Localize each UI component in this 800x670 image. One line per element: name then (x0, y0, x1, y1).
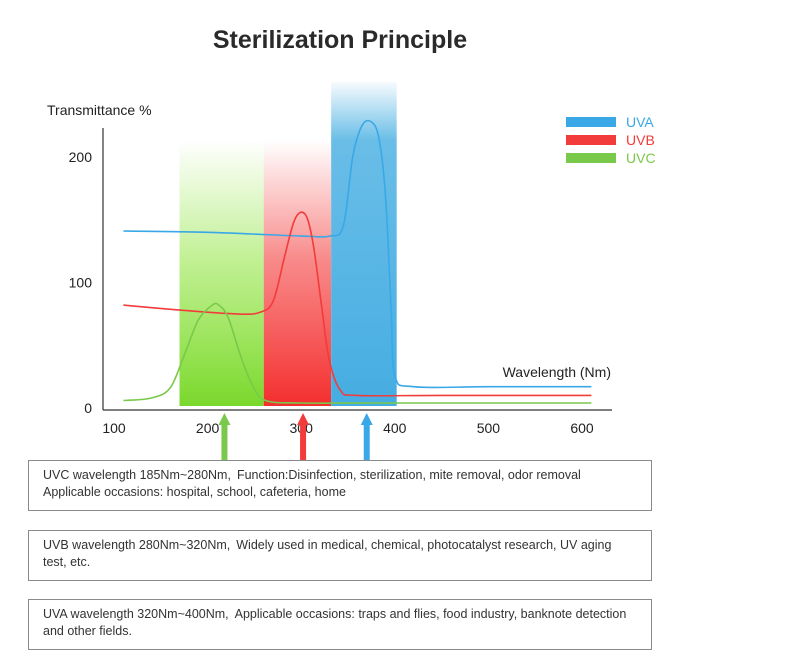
uvc-series-line (123, 302, 592, 404)
uvb-band (263, 140, 332, 406)
uva-legend-swatch (566, 117, 616, 127)
uva-detail-text: Applicable occasions: traps and flies, f… (43, 607, 627, 638)
y-tick-label-100: 100 (69, 275, 93, 291)
uvc-band (179, 140, 264, 406)
uva-marker-stem (363, 424, 370, 460)
uvc-description-box: UVC wavelength 185Nm~280Nm, Function:Disi… (28, 460, 652, 511)
x-tick-label-200: 200 (196, 420, 220, 436)
uva-band (331, 82, 397, 406)
uva-wavelength-text: UVA wavelength 320Nm~400Nm, (43, 607, 229, 621)
transmittance-chart: Transmittance %Wavelength (Nm)1002003004… (47, 82, 656, 460)
y-tick-label-200: 200 (69, 149, 93, 165)
uvc-detail-text: Function:Disinfection, sterilization, mi… (43, 468, 581, 499)
uvb-series-line (123, 211, 592, 397)
x-tick-label-600: 600 (570, 420, 594, 436)
uvc-marker-stem (221, 424, 228, 460)
uvb-legend-swatch (566, 135, 616, 145)
uvb-description-box: UVB wavelength 280Nm~320Nm, Widely used i… (28, 530, 652, 581)
y-tick-label-0: 0 (84, 400, 92, 416)
uvb-detail-text: Widely used in medical, chemical, photoc… (43, 538, 612, 569)
y-axis-label: Transmittance % (47, 102, 152, 118)
x-tick-label-400: 400 (383, 420, 407, 436)
uvc-legend-swatch (566, 153, 616, 163)
uvc-legend-label: UVC (626, 150, 656, 166)
x-axis-label: Wavelength (Nm) (503, 364, 611, 380)
uvc-wavelength-text: UVC wavelength 185Nm~280Nm, (43, 468, 231, 482)
uvb-marker-arrowhead (297, 413, 310, 425)
uvc-marker-arrowhead (218, 413, 231, 425)
uva-description-box: UVA wavelength 320Nm~400Nm, Applicable oc… (28, 599, 652, 650)
uva-legend-label: UVA (626, 114, 654, 130)
x-tick-label-100: 100 (102, 420, 126, 436)
uvb-wavelength-text: UVB wavelength 280Nm~320Nm, (43, 538, 231, 552)
uvb-legend-label: UVB (626, 132, 655, 148)
uva-series-line (123, 119, 592, 389)
chart-title: Sterilization Principle (212, 26, 468, 54)
uva-marker-arrowhead (360, 413, 373, 425)
x-tick-label-500: 500 (477, 420, 501, 436)
uvb-marker-stem (300, 424, 307, 460)
